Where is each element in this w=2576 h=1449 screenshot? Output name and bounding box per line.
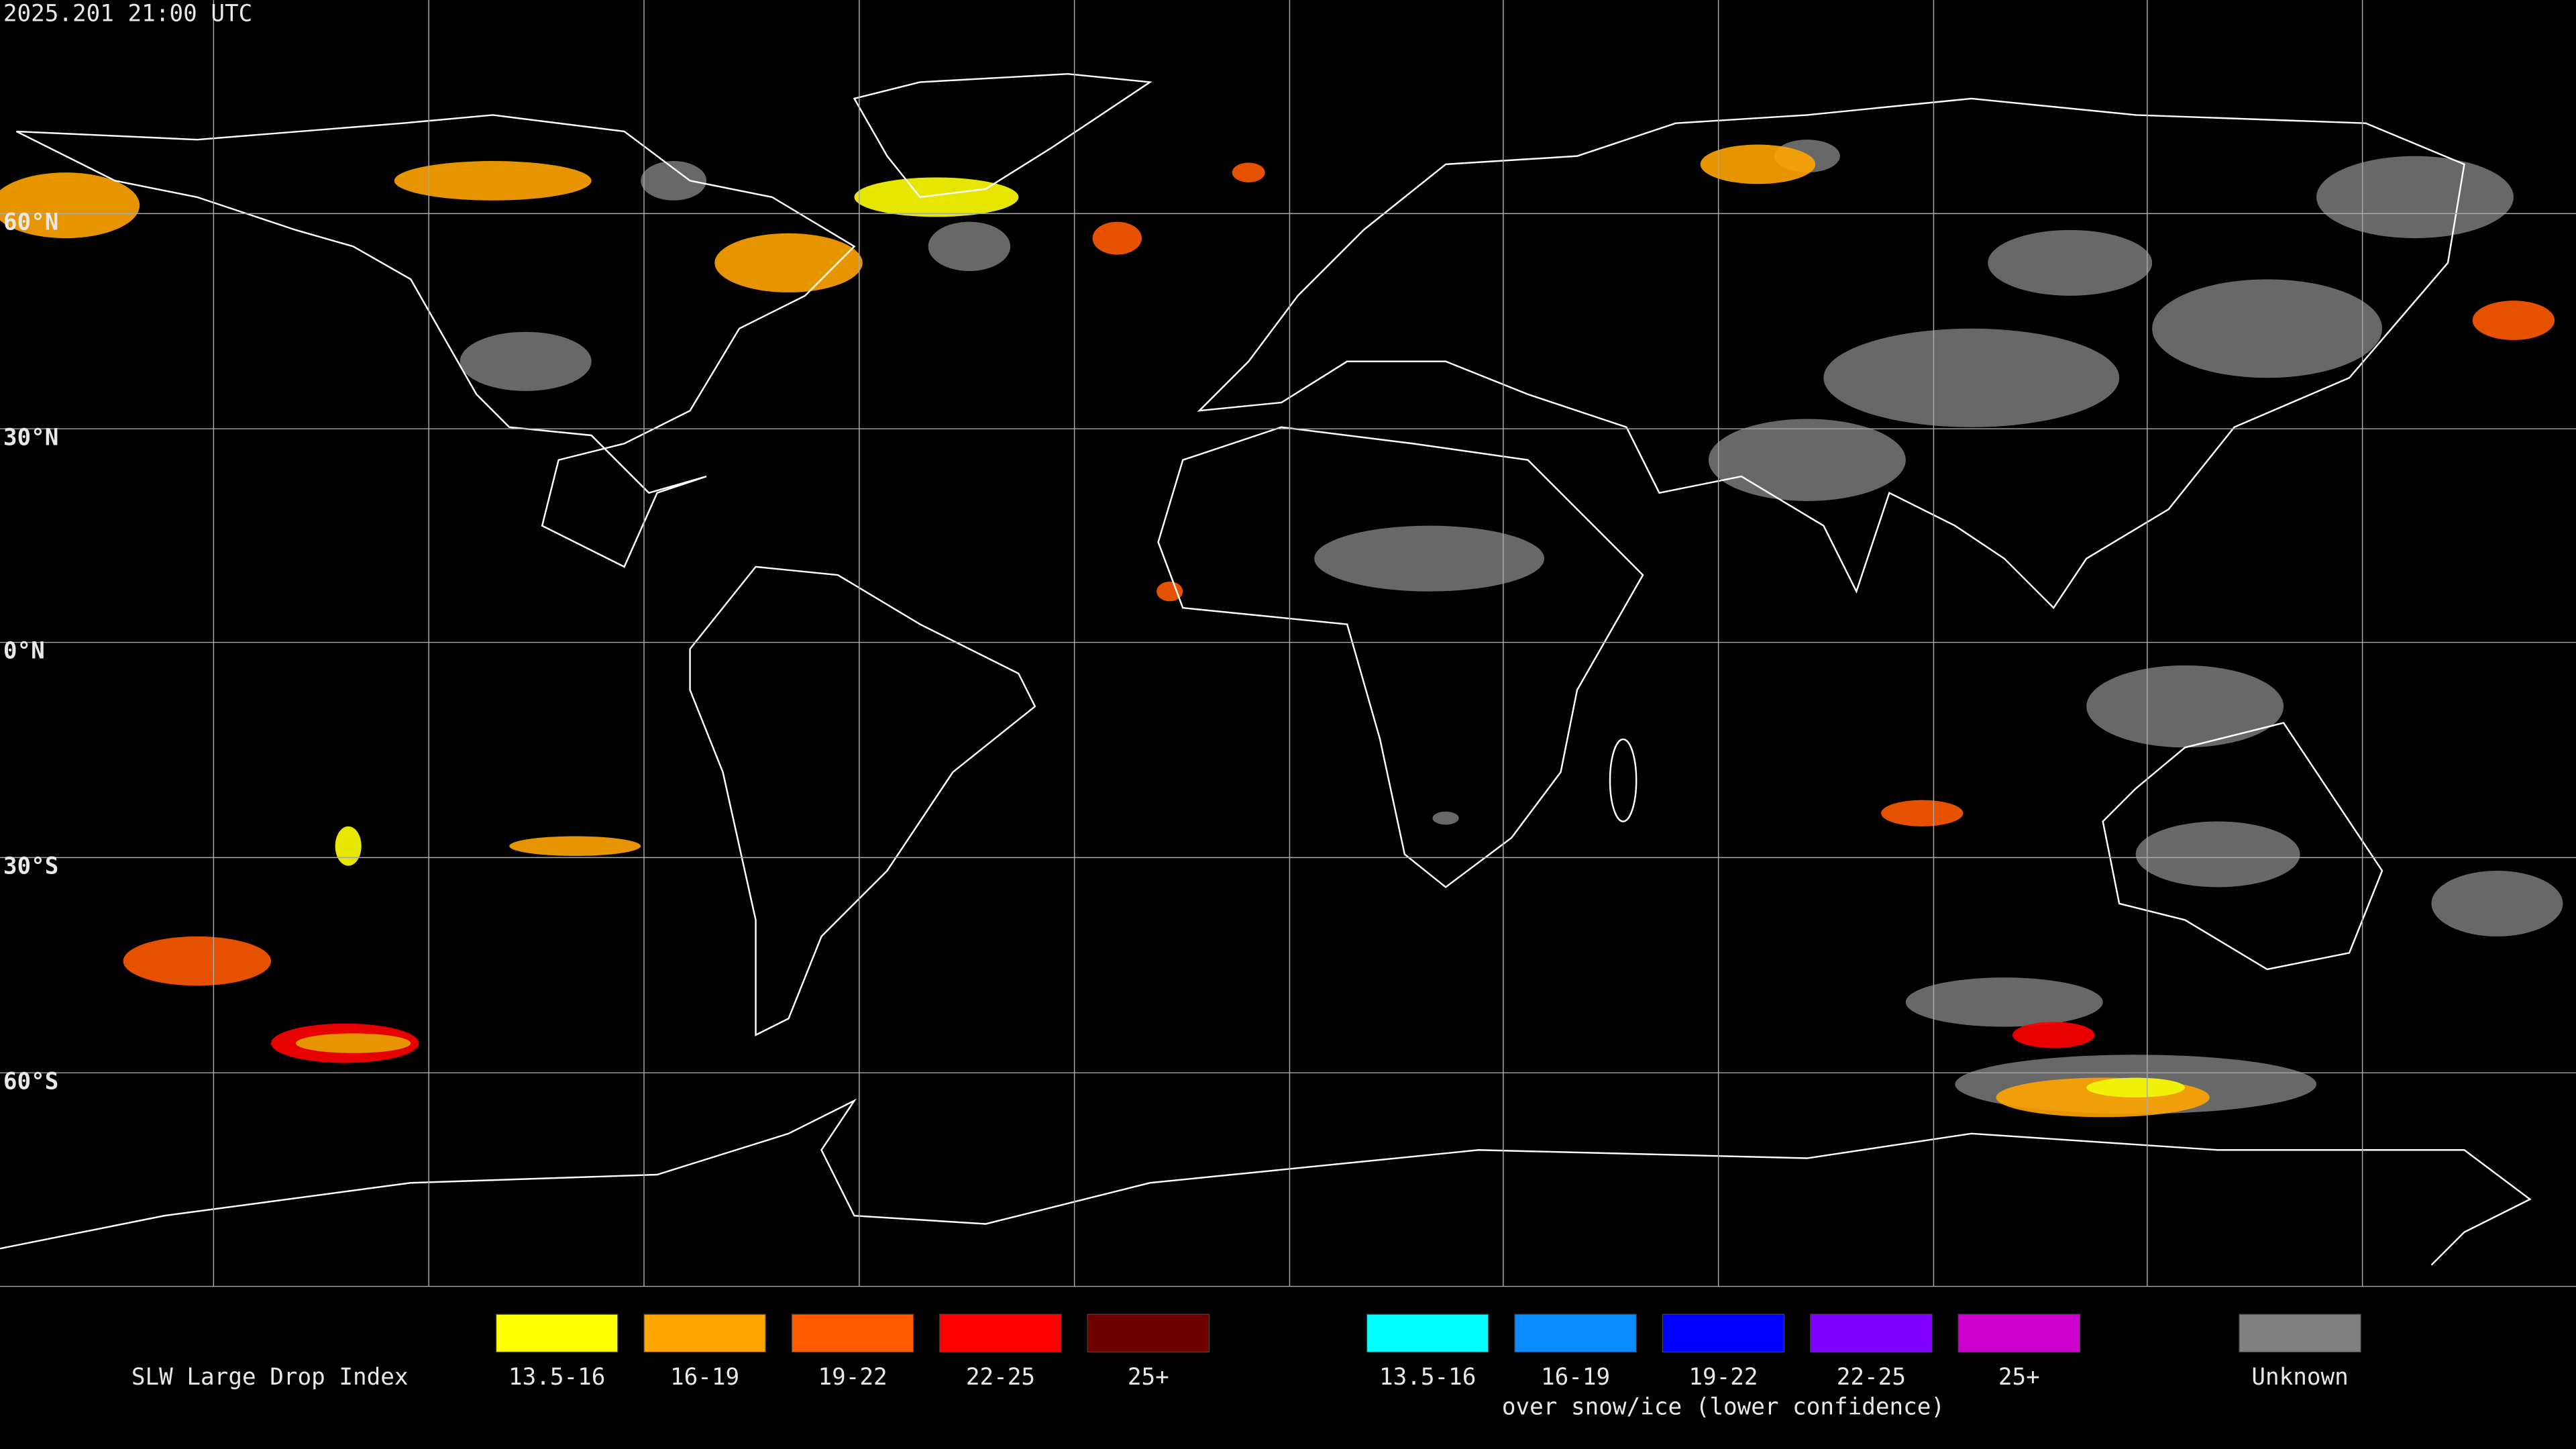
graticule [0,0,2576,1287]
legend-swatch [1810,1313,1933,1353]
legend-swatch [643,1313,766,1353]
legend-swatch [791,1313,914,1353]
legend-label: 13.5-16 [508,1364,605,1391]
legend-swatch [1514,1313,1637,1353]
legend-label: 22-25 [966,1364,1035,1391]
legend-swatch [1662,1313,1785,1353]
legend-swatch [2239,1313,2361,1353]
legend-label: 19-22 [818,1364,887,1391]
legend-label: 25+ [1128,1364,1169,1391]
legend-label: 22-25 [1837,1364,1906,1391]
legend-title: SLW Large Drop Index [131,1364,409,1391]
legend-label: 16-19 [1541,1364,1610,1391]
legend-label: Unknown [2251,1364,2348,1391]
legend-label: 25+ [1998,1364,2040,1391]
legend-swatch [495,1313,619,1353]
latitude-label: 60°N [3,209,59,236]
snow-ice-note: over snow/ice (lower confidence) [1502,1393,1945,1420]
legend-swatch [1957,1313,2081,1353]
latitude-label: 30°S [3,853,59,880]
legend-label: 19-22 [1688,1364,1758,1391]
legend-label: 16-19 [670,1364,739,1391]
latitude-label: 0°N [3,638,45,665]
latitude-label: 30°N [3,424,59,451]
legend-swatch [1087,1313,1210,1353]
legend-label: 13.5-16 [1379,1364,1476,1391]
cloud-field [0,140,2563,1118]
legend-swatch [939,1313,1062,1353]
legend-swatch [1366,1313,1489,1353]
latitude-label: 60°S [3,1068,59,1095]
timestamp: 2025.201 21:00 UTC [3,1,252,28]
